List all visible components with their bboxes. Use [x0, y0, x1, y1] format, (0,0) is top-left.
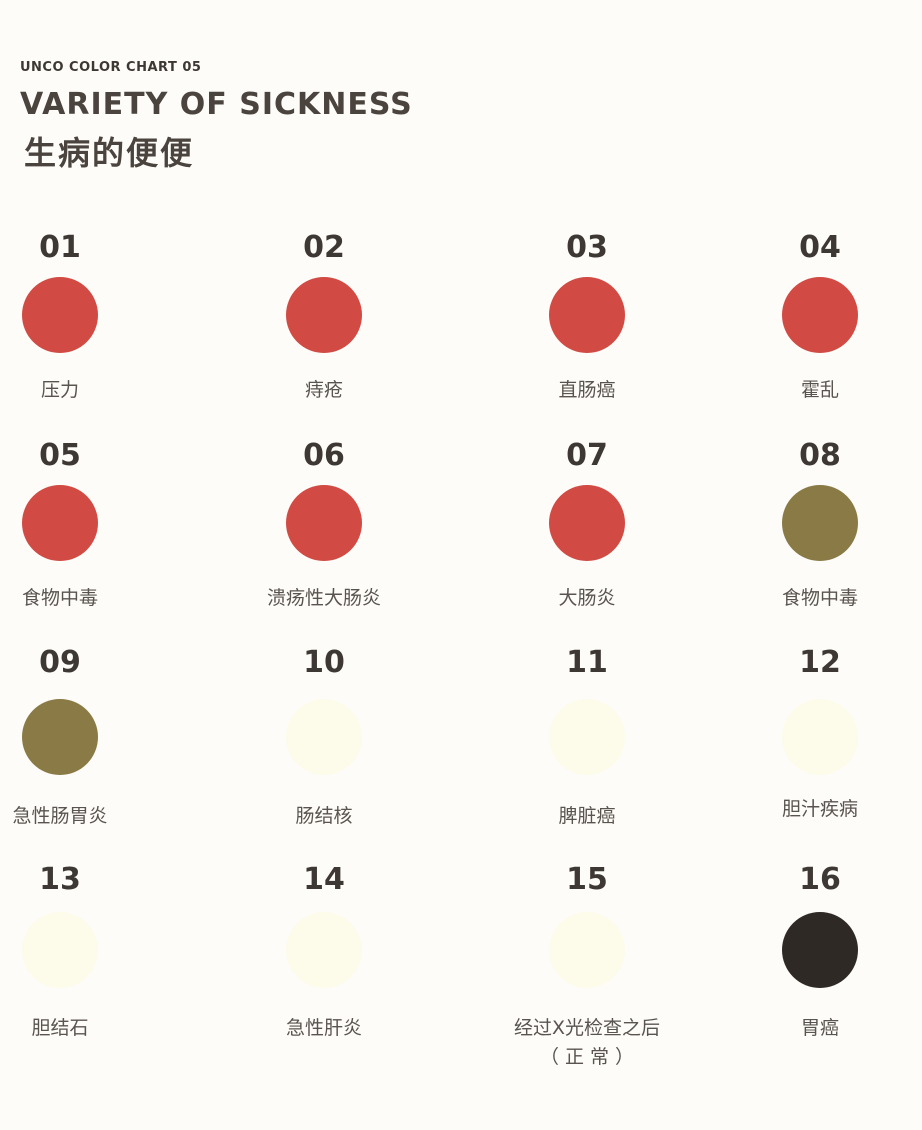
swatch-label: 溃疡性大肠炎 [266, 587, 381, 609]
chart-title-cn: 生病的便便 [24, 134, 195, 172]
header: UNCO COLOR CHART 05 VARIETY OF SICKNESS … [20, 60, 413, 174]
swatch-label: 压力 [40, 379, 79, 401]
swatch-label: 急性肝炎 [285, 1017, 362, 1039]
color-swatch [549, 699, 625, 775]
swatch-label: 胃癌 [800, 1017, 839, 1039]
color-swatch [782, 277, 858, 353]
color-swatch [782, 485, 858, 561]
swatch-number: 14 [303, 862, 345, 897]
color-swatch [22, 485, 98, 561]
swatch-label: 食物中毒 [781, 587, 858, 609]
swatch-number: 04 [799, 230, 841, 265]
color-swatch [782, 912, 858, 988]
swatch-label: 食物中毒 [21, 587, 98, 609]
color-swatch [22, 699, 98, 775]
swatch-label: 大肠炎 [558, 587, 616, 609]
swatch-label: 胆结石 [31, 1017, 89, 1039]
color-swatch [782, 699, 858, 775]
color-swatch [549, 485, 625, 561]
swatch-number: 09 [39, 645, 81, 680]
swatch-number: 03 [566, 230, 608, 265]
swatch-label: 霍乱 [800, 379, 839, 401]
swatch-label-note: （ 正 常 ） [539, 1045, 635, 1068]
swatch-number: 16 [799, 862, 841, 897]
swatch-label: 急性肠胃炎 [12, 805, 108, 827]
swatch-label: 痔疮 [304, 379, 343, 401]
chart-subtitle: UNCO COLOR CHART 05 [20, 60, 202, 75]
color-swatch [286, 699, 362, 775]
swatch-label: 脾脏癌 [558, 805, 616, 827]
swatch-number: 15 [566, 862, 608, 897]
color-swatch [549, 277, 625, 353]
swatch-number: 02 [303, 230, 345, 265]
swatch-label: 直肠癌 [558, 379, 616, 401]
swatch-label: 经过X光检查之后 （ 正 常 ） [487, 1014, 687, 1071]
swatch-number: 08 [799, 438, 841, 473]
swatch-label: 胆汁疾病 [781, 798, 858, 820]
swatch-label-main: 经过X光检查之后 [513, 1017, 661, 1039]
swatch-number: 11 [566, 645, 608, 680]
swatch-number: 01 [39, 230, 81, 265]
swatch-label: 肠结核 [295, 805, 353, 827]
swatch-number: 06 [303, 438, 345, 473]
color-swatch [286, 912, 362, 988]
swatch-number: 05 [39, 438, 81, 473]
swatch-number: 13 [39, 862, 81, 897]
color-swatch [22, 277, 98, 353]
color-swatch [286, 277, 362, 353]
color-swatch [286, 485, 362, 561]
swatch-number: 10 [303, 645, 345, 680]
color-swatch [549, 912, 625, 988]
color-swatch [22, 912, 98, 988]
swatch-number: 12 [799, 645, 841, 680]
swatch-number: 07 [566, 438, 608, 473]
chart-title: VARIETY OF SICKNESS [20, 87, 413, 122]
